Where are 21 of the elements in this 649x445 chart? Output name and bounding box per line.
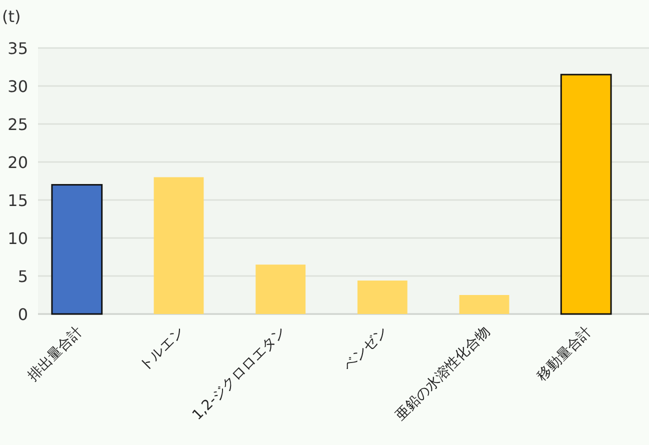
- x-tick-label: 亜鉛の水溶性化合物: [392, 324, 494, 424]
- y-tick-label: 0: [18, 305, 28, 324]
- bar: [51, 184, 103, 315]
- x-tick-label: トルエン: [136, 324, 188, 374]
- bar: [154, 177, 204, 314]
- x-tick-label: 1,2-ジクロロエタン: [189, 324, 290, 424]
- y-tick-label: 15: [8, 191, 28, 210]
- y-tick-label: 5: [18, 267, 28, 286]
- y-tick-label: 20: [8, 153, 28, 172]
- bar: [357, 280, 408, 314]
- bar: [459, 295, 510, 314]
- x-tick-label: ベンゼン: [340, 324, 392, 374]
- x-tick-label: 移動量合計: [534, 324, 595, 384]
- y-tick-label: 10: [8, 229, 28, 248]
- y-tick-label: 25: [8, 115, 28, 134]
- y-axis-title: (t): [2, 7, 21, 26]
- y-tick-label: 35: [8, 39, 28, 58]
- bar: [560, 74, 612, 315]
- bar: [256, 264, 306, 314]
- y-tick-label: 30: [8, 77, 28, 96]
- x-tick-label: 排出量合計: [24, 324, 86, 384]
